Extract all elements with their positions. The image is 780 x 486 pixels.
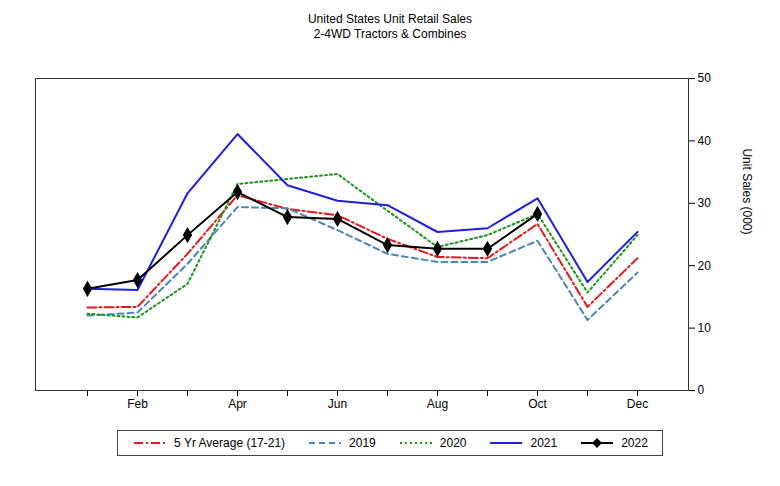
html-text:2020: 2020: [439, 436, 467, 450]
html-text:2021: 2021: [530, 436, 558, 450]
svg-text:10: 10: [698, 321, 712, 335]
html-text:2022: 2022: [621, 436, 648, 450]
svg-text:Feb: Feb: [127, 397, 148, 411]
svg-text:Dec: Dec: [627, 397, 648, 411]
html-text:United States Unit Retail Sale: United States Unit Retail Sales: [308, 12, 472, 26]
html-text:5 Yr Average (17-21): 5 Yr Average (17-21): [174, 436, 286, 450]
svg-text:Aug: Aug: [427, 397, 448, 411]
svg-text:30: 30: [698, 196, 712, 210]
svg-text:40: 40: [698, 134, 712, 148]
svg-text:Jun: Jun: [328, 397, 347, 411]
svg-text:Apr: Apr: [228, 397, 247, 411]
svg-text:50: 50: [698, 71, 712, 85]
svg-text:0: 0: [698, 383, 705, 397]
svg-text:20: 20: [698, 259, 712, 273]
html-text:2-4WD Tractors & Combines: 2-4WD Tractors & Combines: [313, 27, 467, 41]
html-text:2019: 2019: [349, 436, 376, 450]
svg-text:Unit Sales (000): Unit Sales (000): [740, 148, 754, 234]
svg-text:Oct: Oct: [528, 397, 547, 411]
